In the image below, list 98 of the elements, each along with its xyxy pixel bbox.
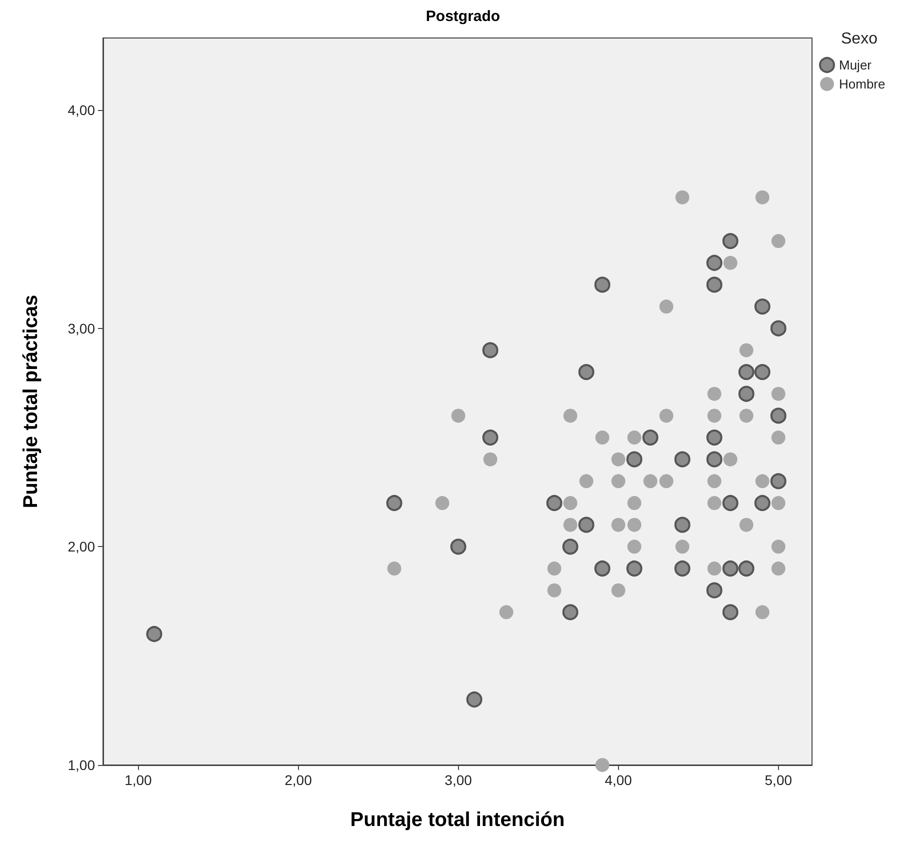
- point: [674, 516, 690, 533]
- x-tick-label: 3,00: [444, 772, 472, 788]
- point: [435, 496, 450, 510]
- point: [771, 562, 786, 576]
- point: [578, 516, 594, 533]
- point: [674, 560, 690, 577]
- y-tick-label: 2,00: [68, 538, 96, 555]
- y-tick-label: 1,00: [68, 757, 96, 773]
- x-axis-title: Puntaje total intención: [350, 809, 565, 831]
- chart-title: Postgrado: [426, 8, 500, 25]
- point: [482, 430, 498, 446]
- point: [499, 605, 514, 620]
- x-tick-label: 1,00: [124, 772, 152, 788]
- point: [146, 626, 162, 642]
- point: [387, 562, 402, 576]
- point: [546, 495, 562, 512]
- point: [611, 452, 626, 466]
- point: [563, 496, 578, 510]
- point: [466, 692, 482, 708]
- point: [626, 560, 642, 577]
- point: [483, 452, 498, 466]
- x-tick-label: 2,00: [284, 772, 312, 788]
- point: [627, 540, 642, 554]
- point: [706, 254, 722, 271]
- point: [723, 452, 738, 466]
- point: [770, 320, 786, 336]
- point: [723, 256, 738, 270]
- legend-label: Mujer: [839, 58, 872, 72]
- point: [547, 562, 562, 576]
- point: [547, 583, 562, 598]
- point: [739, 343, 754, 358]
- point: [595, 758, 610, 772]
- point: [771, 496, 786, 510]
- point: [706, 276, 722, 293]
- point: [739, 408, 754, 423]
- point: [771, 386, 786, 401]
- point: [595, 430, 610, 445]
- point: [771, 540, 786, 554]
- legend-title: Sexo: [841, 30, 878, 48]
- point: [706, 582, 722, 598]
- point: [386, 495, 402, 512]
- point: [626, 451, 642, 468]
- point: [707, 562, 722, 576]
- point: [722, 233, 738, 250]
- point: [738, 560, 754, 577]
- point: [754, 495, 770, 512]
- point: [611, 474, 626, 488]
- legend-label: Hombre: [839, 76, 886, 92]
- point: [738, 386, 754, 402]
- point: [707, 474, 722, 488]
- point: [659, 300, 674, 314]
- point: [722, 604, 738, 620]
- point: [754, 298, 770, 315]
- point: [755, 474, 770, 488]
- y-tick-label: 4,00: [68, 102, 96, 118]
- point: [722, 495, 738, 512]
- point: [562, 538, 578, 555]
- point: [579, 474, 594, 488]
- point: [594, 560, 610, 577]
- point: [771, 430, 786, 445]
- point: [594, 276, 610, 293]
- point: [707, 496, 722, 510]
- point: [771, 234, 786, 248]
- point: [627, 430, 642, 445]
- point: [659, 408, 674, 423]
- point: [659, 474, 674, 488]
- point: [627, 518, 642, 532]
- point: [707, 408, 722, 423]
- point: [706, 430, 722, 446]
- x-tick-label: 4,00: [604, 772, 632, 788]
- y-tick-label: 3,00: [68, 320, 96, 336]
- point: [675, 190, 690, 204]
- point: [627, 496, 642, 510]
- point: [578, 364, 594, 380]
- point: [770, 473, 786, 490]
- point: [562, 604, 578, 620]
- point: [611, 518, 626, 532]
- point: [611, 583, 626, 598]
- x-tick-label: 5,00: [764, 772, 792, 788]
- point: [451, 408, 466, 423]
- point: [450, 538, 466, 555]
- point: [754, 364, 770, 380]
- point: [707, 386, 722, 401]
- point: [755, 190, 770, 204]
- point: [738, 364, 754, 380]
- point: [674, 451, 690, 468]
- y-axis-title: Puntaje total prácticas: [20, 294, 42, 508]
- point: [755, 605, 770, 620]
- point: [739, 518, 754, 532]
- point: [482, 342, 498, 358]
- point: [770, 408, 786, 424]
- point: [675, 540, 690, 554]
- point: [563, 518, 578, 532]
- point: [706, 451, 722, 468]
- point: [643, 474, 658, 488]
- point: [563, 408, 578, 423]
- point: [722, 560, 738, 577]
- point: [642, 430, 658, 446]
